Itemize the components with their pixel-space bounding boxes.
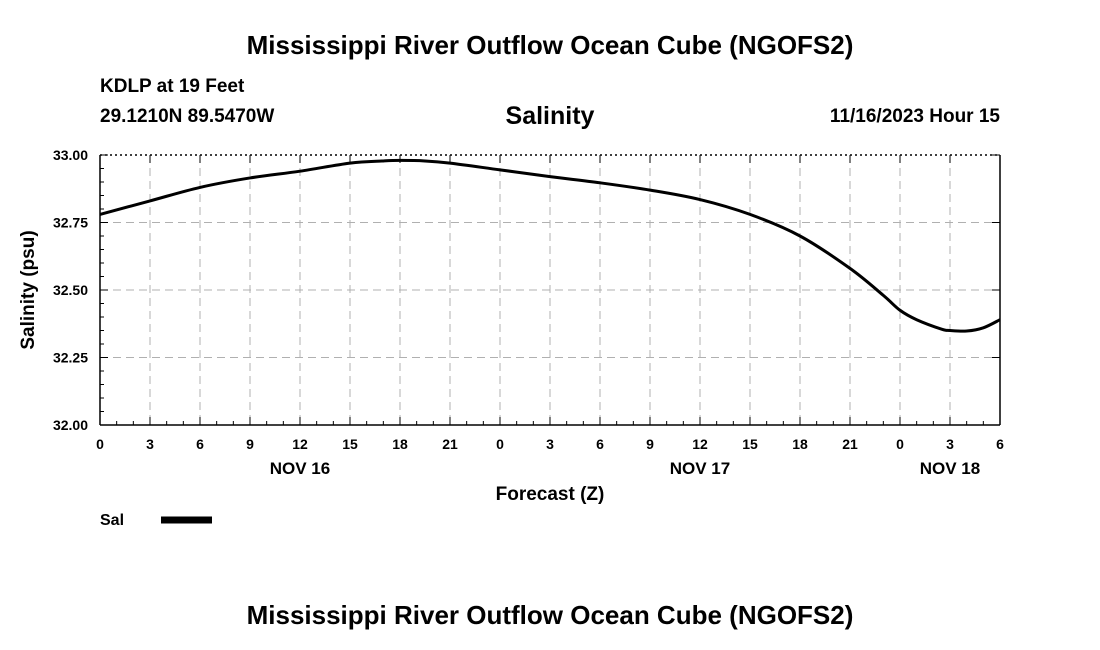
x-axis-label: Forecast (Z) xyxy=(496,484,605,505)
y-tick-label: 32.50 xyxy=(53,282,88,298)
coordinates-label: 29.1210N 89.5470W xyxy=(100,106,275,127)
x-tick-label: 18 xyxy=(792,436,808,452)
date-label: NOV 18 xyxy=(920,459,980,478)
y-axis-label: Salinity (psu) xyxy=(18,230,39,349)
x-tick-label: 0 xyxy=(96,436,104,452)
date-label: NOV 16 xyxy=(270,459,330,478)
x-tick-label: 9 xyxy=(246,436,254,452)
axis-labels: Forecast (Z) Salinity (psu) xyxy=(18,230,604,505)
legend: Sal xyxy=(100,512,212,529)
x-tick-label: 3 xyxy=(946,436,954,452)
chart-main-title: Mississippi River Outflow Ocean Cube (NG… xyxy=(246,30,854,60)
x-tick-label: 21 xyxy=(442,436,458,452)
x-tick-label: 12 xyxy=(292,436,308,452)
x-tick-label: 9 xyxy=(646,436,654,452)
x-tick-label: 6 xyxy=(196,436,204,452)
x-tick-label: 0 xyxy=(496,436,504,452)
footer-main-title: Mississippi River Outflow Ocean Cube (NG… xyxy=(246,600,854,630)
grid xyxy=(100,155,1000,425)
axes: 0 3 6 9 12 15 18 21 0 3 6 9 12 15 18 21 0 3 6 32.00 32.25 32.… xyxy=(53,147,1004,478)
x-tick-label: 21 xyxy=(842,436,858,452)
x-tick-label: 12 xyxy=(692,436,708,452)
y-tick-label: 32.25 xyxy=(53,350,88,366)
datetime-label: 11/16/2023 Hour 15 xyxy=(829,106,1000,127)
x-tick-label: 3 xyxy=(146,436,154,452)
legend-label-sal: Sal xyxy=(100,512,124,529)
series-layer xyxy=(99,158,1001,333)
x-tick-label: 3 xyxy=(546,436,554,452)
x-tick-label: 6 xyxy=(996,436,1004,452)
series-line-sal xyxy=(99,158,1001,333)
y-tick-label: 32.00 xyxy=(53,417,88,433)
x-tick-label: 6 xyxy=(596,436,604,452)
y-tick-label: 32.75 xyxy=(53,215,88,231)
chart-title: Salinity xyxy=(505,102,595,130)
y-tick-label: 33.00 xyxy=(53,147,88,163)
station-label: KDLP at 19 Feet xyxy=(100,76,245,97)
x-tick-label: 0 xyxy=(896,436,904,452)
date-label: NOV 17 xyxy=(670,459,730,478)
x-tick-label: 18 xyxy=(392,436,408,452)
x-tick-label: 15 xyxy=(742,436,758,452)
x-tick-label: 15 xyxy=(342,436,358,452)
